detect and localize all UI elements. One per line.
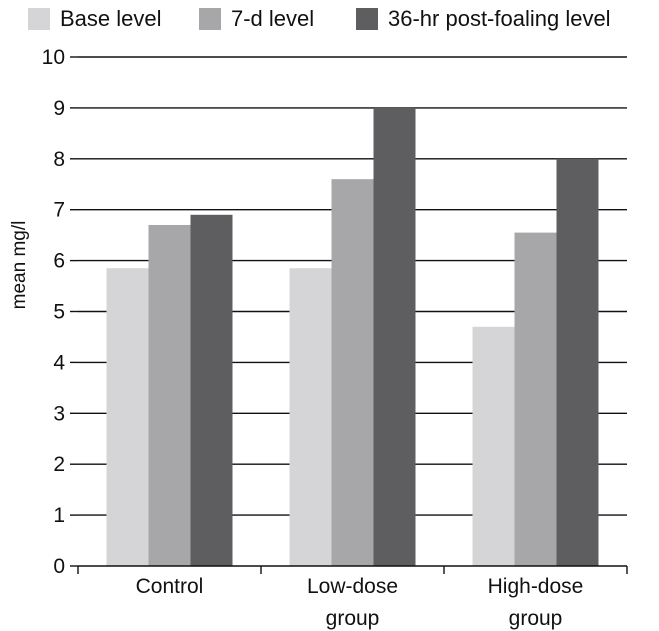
legend-label: 7-d level [231, 6, 314, 31]
legend-swatch-36-hr-post-foaling-level [356, 8, 378, 30]
y-tick-label: 6 [53, 250, 65, 273]
axes: 0 1 2 3 4 5 6 7 8 9 10 Control Low-dose group High-dos… [42, 46, 628, 630]
y-tick-label: 10 [42, 46, 65, 69]
bar-36-hr-post-foaling-level-high-dose-group [556, 158, 599, 567]
y-axis-title: mean mg/l [9, 221, 30, 310]
legend: Base level 7-d level 36-hr post-foaling le… [28, 6, 611, 31]
bar-base-level-high-dose-group [472, 326, 515, 566]
y-tick-label: 1 [53, 504, 65, 527]
legend-swatch-7-d-level [199, 8, 221, 30]
bar-7-d-level-high-dose-group [514, 232, 557, 567]
bar-base-level-control [106, 268, 149, 566]
legend-swatch-base-level [28, 8, 50, 30]
y-tick-label: 4 [53, 351, 65, 374]
y-tick-label: 3 [53, 402, 65, 425]
x-category-label: Low-dose group [307, 575, 398, 630]
bar-36-hr-post-foaling-level-low-dose-group [373, 107, 416, 567]
bar-base-level-low-dose-group [289, 268, 332, 566]
legend-label: Base level [60, 6, 162, 31]
y-tick-label: 5 [53, 301, 65, 324]
x-category-label: Control [136, 575, 204, 598]
y-tick-label: 9 [53, 97, 65, 120]
bar-36-hr-post-foaling-level-control [190, 214, 233, 567]
legend-label: 36-hr post-foaling level [388, 6, 611, 31]
y-tick-label: 7 [53, 199, 65, 222]
bars [106, 107, 599, 567]
y-tick-label: 2 [53, 453, 65, 476]
bar-7-d-level-low-dose-group [331, 179, 374, 566]
y-tick-label: 8 [53, 148, 65, 171]
y-tick-label: 0 [53, 555, 65, 578]
x-category-label: High-dose group [488, 575, 584, 630]
bar-7-d-level-control [148, 224, 191, 566]
